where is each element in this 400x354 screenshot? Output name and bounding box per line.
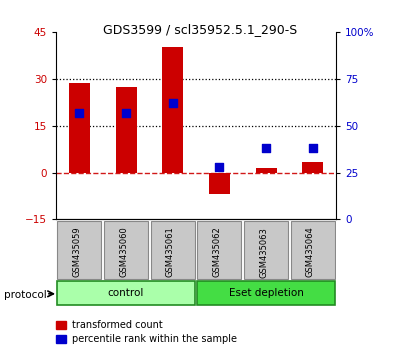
Text: GSM435064: GSM435064 xyxy=(306,227,315,278)
Point xyxy=(310,145,316,151)
Point xyxy=(263,145,269,151)
Text: protocol: protocol xyxy=(4,290,47,299)
Text: transformed count: transformed count xyxy=(72,320,163,330)
Text: GSM435062: GSM435062 xyxy=(212,227,222,278)
Text: control: control xyxy=(108,288,144,298)
Text: percentile rank within the sample: percentile rank within the sample xyxy=(72,334,237,344)
Bar xyxy=(151,221,194,279)
Point xyxy=(170,100,176,106)
Point xyxy=(216,164,222,170)
Text: GSM435060: GSM435060 xyxy=(119,227,128,278)
Bar xyxy=(198,221,241,279)
Bar xyxy=(197,281,335,305)
Bar xyxy=(209,172,230,194)
Bar xyxy=(244,221,288,279)
Bar xyxy=(69,84,90,172)
Text: GDS3599 / scl35952.5.1_290-S: GDS3599 / scl35952.5.1_290-S xyxy=(103,23,297,36)
Bar xyxy=(116,87,136,172)
Text: GSM435063: GSM435063 xyxy=(259,227,268,278)
Bar xyxy=(162,47,183,172)
Bar xyxy=(291,221,334,279)
Text: GSM435059: GSM435059 xyxy=(72,227,82,277)
Bar xyxy=(58,221,101,279)
Bar xyxy=(104,221,148,279)
Bar xyxy=(57,281,195,305)
Bar xyxy=(302,162,323,172)
Point xyxy=(76,110,82,115)
Bar xyxy=(256,168,276,172)
Point xyxy=(123,110,129,115)
Text: GSM435061: GSM435061 xyxy=(166,227,175,278)
Text: Eset depletion: Eset depletion xyxy=(228,288,304,298)
